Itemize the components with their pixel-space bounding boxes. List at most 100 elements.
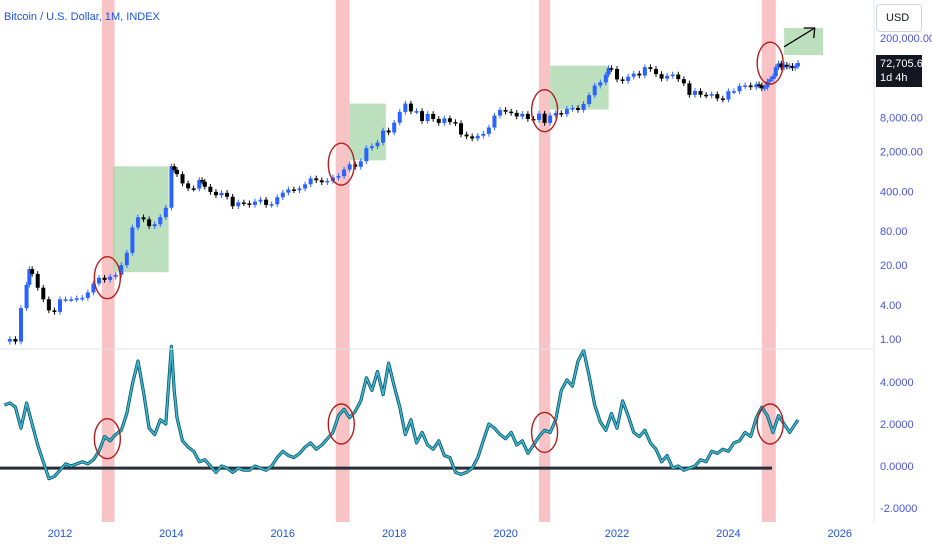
candle-body	[252, 201, 257, 205]
price-axis-tick: 80.00	[880, 226, 908, 238]
candle-body	[779, 63, 784, 68]
candle-body	[197, 180, 202, 189]
candle-body	[548, 115, 553, 123]
candle-body	[124, 252, 129, 266]
candle-body	[720, 98, 725, 101]
candle-body	[141, 217, 146, 220]
candle-body	[336, 176, 341, 178]
candle-body	[236, 202, 241, 207]
candle-body	[464, 134, 469, 137]
candle-body	[606, 68, 611, 75]
candle-body	[637, 73, 642, 76]
candle-body	[119, 265, 124, 275]
candle-body	[353, 164, 358, 167]
candle-body	[58, 299, 62, 312]
time-axis-tick: 2026	[828, 528, 852, 540]
halving-circle-oscillator	[327, 403, 355, 445]
candle-body	[241, 202, 246, 204]
candle-body	[200, 180, 205, 182]
halving-band	[539, 0, 551, 522]
candle-body	[41, 287, 46, 300]
candle-body	[158, 217, 163, 225]
halving-circle-price	[756, 41, 784, 85]
candle-body	[587, 95, 592, 104]
candle-body	[709, 94, 714, 96]
candle-body	[152, 224, 157, 227]
candle-body	[782, 64, 787, 68]
candle-body	[7, 339, 12, 342]
candle-body	[291, 189, 296, 191]
candle-body	[247, 203, 252, 205]
candle-body	[303, 184, 308, 189]
candle-body	[96, 277, 101, 284]
candle-body	[19, 308, 24, 342]
oscillator-line	[4, 345, 799, 480]
candle-body	[592, 85, 597, 96]
oscillator-axis-tick: 2.0000	[880, 419, 914, 431]
price-axis-tick: 2,000.00	[880, 147, 923, 159]
candle-body	[715, 94, 720, 99]
candle-body	[46, 299, 51, 311]
candle-body	[314, 178, 319, 181]
candle-body	[74, 298, 79, 300]
candle-body	[737, 86, 742, 92]
chart-title: Bitcoin / U.S. Dollar, 1M, INDEX	[4, 11, 160, 23]
rally-box	[784, 28, 824, 56]
candle-body	[759, 85, 764, 89]
candle-body	[475, 135, 480, 139]
halving-circle-price	[530, 88, 559, 133]
candle-body	[35, 273, 40, 288]
candle-body	[297, 188, 302, 191]
candle-body	[542, 113, 547, 123]
oscillator-axis-tick: 0.0000	[880, 461, 914, 473]
candle-body	[704, 94, 709, 97]
candle-body	[208, 186, 213, 192]
candle-body	[665, 75, 670, 79]
candle-body	[369, 146, 374, 149]
candle-body	[796, 62, 801, 67]
halving-circle-price	[93, 256, 122, 300]
candle-body	[659, 74, 664, 79]
time-axis-tick: 2024	[716, 528, 740, 540]
candle-body	[773, 67, 778, 77]
candle-body	[559, 113, 564, 115]
candle-body	[770, 76, 775, 80]
candle-body	[520, 113, 525, 117]
candle-body	[408, 103, 413, 112]
candle-body	[264, 199, 269, 205]
candle-body	[420, 111, 425, 122]
candle-body	[609, 68, 614, 70]
price-axis-tick: 400.00	[880, 186, 914, 198]
candle-countdown: 1d 4h	[880, 72, 908, 84]
currency-button[interactable]: USD	[876, 4, 922, 32]
candle-body	[147, 219, 152, 227]
time-axis-tick: 2014	[159, 528, 183, 540]
candle-body	[225, 192, 230, 197]
candle-body	[653, 68, 658, 75]
candle-body	[381, 130, 386, 143]
candle-body	[375, 142, 380, 147]
candle-body	[790, 65, 795, 69]
halving-circle-oscillator	[530, 411, 559, 454]
halving-band	[761, 0, 776, 522]
candle-body	[169, 166, 174, 208]
candle-body	[514, 112, 519, 117]
candle-body	[726, 91, 731, 100]
last-price-tag: 72,705.69 1d 4h	[876, 55, 929, 87]
time-axis-tick: 2018	[382, 528, 406, 540]
candle-body	[13, 339, 18, 342]
candle-body	[27, 269, 32, 285]
candle-body	[576, 108, 581, 110]
candle-body	[275, 197, 280, 205]
candle-body	[414, 111, 419, 113]
candle-body	[787, 65, 792, 68]
candle-body	[525, 113, 530, 119]
candle-body	[603, 74, 608, 83]
last-price-value: 72,705.69	[880, 58, 929, 70]
price-axis-tick: 200,000.00	[880, 33, 932, 45]
candle-body	[459, 123, 464, 135]
candle-body	[537, 113, 542, 120]
halving-circle-price	[327, 142, 355, 186]
candle-body	[453, 122, 458, 124]
